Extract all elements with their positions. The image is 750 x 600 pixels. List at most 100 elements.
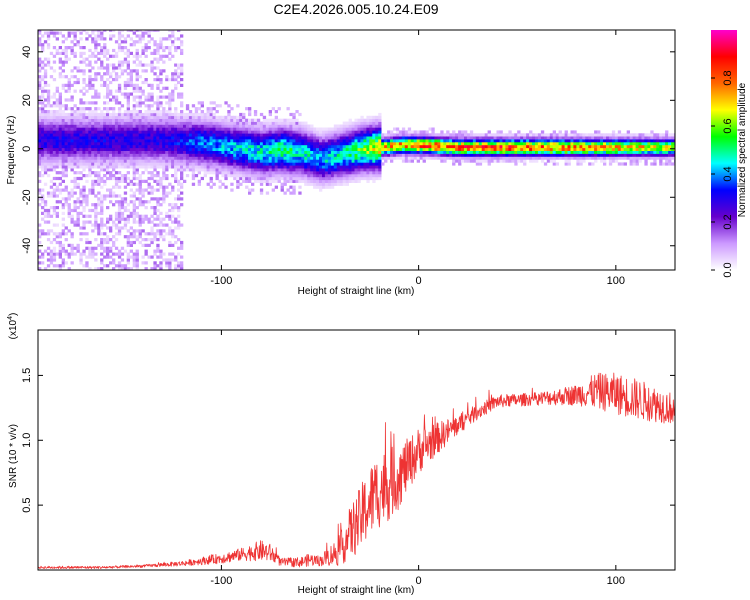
spectrogram-cell [46, 31, 51, 35]
spectrogram-cell [150, 118, 154, 122]
spectrogram-cell [106, 235, 110, 239]
spectrogram-cell [168, 95, 172, 99]
spectrogram-cell [206, 162, 210, 166]
spectrogram-cell [141, 121, 145, 125]
spectrogram-cell [283, 153, 287, 157]
spectrogram-cell [94, 127, 98, 131]
spectrogram-cell [369, 124, 373, 128]
spectrogram-cell [330, 147, 335, 151]
spectrogram-cell [82, 124, 86, 128]
spectrogram-cell [401, 139, 406, 143]
spectrogram-cell [109, 115, 113, 119]
spectrogram-cell [144, 130, 148, 134]
spectrogram-cell [475, 139, 480, 143]
spectrogram-cell [256, 168, 261, 172]
spectrogram-cell [58, 264, 62, 268]
spectrogram-cell [579, 139, 583, 143]
spectrogram-cell [58, 127, 62, 131]
spectrogram-cell [366, 133, 370, 137]
spectrogram-cell [197, 179, 201, 183]
spectrogram-cell [351, 179, 355, 183]
spectrogram-cell [132, 176, 136, 181]
spectrogram-cell [277, 130, 281, 134]
spectrogram-cell [330, 174, 335, 178]
spectrogram-cell [144, 104, 148, 108]
spectrogram-cell [404, 159, 409, 163]
spectrogram-cell [106, 264, 110, 268]
spectrogram-cell [251, 124, 255, 128]
spectrogram-cell [369, 174, 373, 178]
spectrogram-cell [336, 168, 341, 172]
spectrogram-cell [313, 179, 317, 183]
spectrogram-cell [594, 159, 598, 163]
spectrogram-cell [221, 133, 225, 137]
spectrogram-cell [336, 162, 341, 166]
spectrogram-cell [147, 159, 151, 163]
spectrogram-cell [319, 156, 323, 160]
spectrogram-cell [668, 142, 672, 146]
spectrogram-cell [289, 130, 293, 134]
spectrogram-cell [511, 136, 515, 140]
spectrogram-cell [49, 124, 54, 128]
spectrogram-cell [378, 133, 382, 137]
spectrogram-cell [177, 182, 181, 186]
spectrogram-cell [608, 133, 613, 137]
spectrogram-cell [520, 156, 524, 160]
spectrogram-cell [265, 142, 270, 146]
spectrogram-cell [564, 133, 568, 137]
spectrogram-cell [43, 144, 48, 149]
spectrogram-cell [58, 60, 62, 64]
spectrogram-cell [327, 156, 332, 160]
spectrogram-cell [174, 118, 178, 122]
spectrogram-cell [632, 153, 636, 157]
spectrogram-cell [327, 182, 332, 186]
spectrogram-cell [168, 252, 172, 256]
spectrogram-cell [552, 147, 556, 151]
spectrogram-cell [180, 171, 184, 175]
spectrogram-cell [135, 229, 139, 233]
spectrogram-cell [387, 156, 391, 160]
spectrogram-cell [132, 43, 136, 47]
spectrogram-cell [64, 238, 68, 242]
spectrogram-cell [484, 147, 488, 151]
spectrogram-cell [650, 139, 654, 143]
spectrogram-cell [67, 31, 71, 35]
spectrogram-cell [319, 133, 323, 137]
spectrogram-cell [88, 130, 92, 134]
spectrogram-cell [79, 89, 83, 93]
spectrogram-cell [171, 92, 175, 96]
spectrogram-cell [472, 133, 477, 137]
spectrogram-cell [461, 153, 465, 157]
spectrogram-cell [546, 159, 551, 163]
spectrogram-cell [191, 104, 196, 108]
spectrogram-cell [221, 121, 225, 125]
spectrogram-cell [644, 162, 648, 166]
spectrogram-cell [558, 136, 562, 140]
spectrogram-cell [91, 37, 95, 41]
spectrogram-cell [194, 130, 199, 134]
spectrogram-cell [58, 144, 62, 149]
spectrogram-cell [180, 83, 184, 87]
spectrogram-cell [141, 142, 145, 146]
spectrogram-cell [274, 156, 278, 160]
spectrogram-cell [369, 115, 373, 119]
spectrogram-cell [88, 54, 92, 58]
spectrogram-cell [159, 159, 163, 163]
spectrogram-cell [180, 261, 184, 265]
spectrogram-cell [180, 133, 184, 137]
spectrogram-cell [85, 127, 89, 131]
spectrogram-cell [623, 139, 627, 143]
spectrogram-cell [535, 147, 539, 151]
spectrogram-cell [106, 95, 110, 99]
spectrogram-cell [97, 136, 101, 140]
spectrogram-cell [230, 130, 234, 134]
spectrogram-cell [76, 185, 80, 189]
spectrogram-cell [156, 57, 160, 61]
spectrogram-cell [150, 104, 154, 108]
spectrogram-cell [91, 95, 95, 99]
spectrogram-cell [41, 229, 45, 233]
spectrogram-cell [466, 150, 471, 154]
spectrogram-cell [508, 150, 512, 154]
spectrogram-cell [274, 127, 278, 131]
spectrogram-cell [508, 133, 512, 137]
